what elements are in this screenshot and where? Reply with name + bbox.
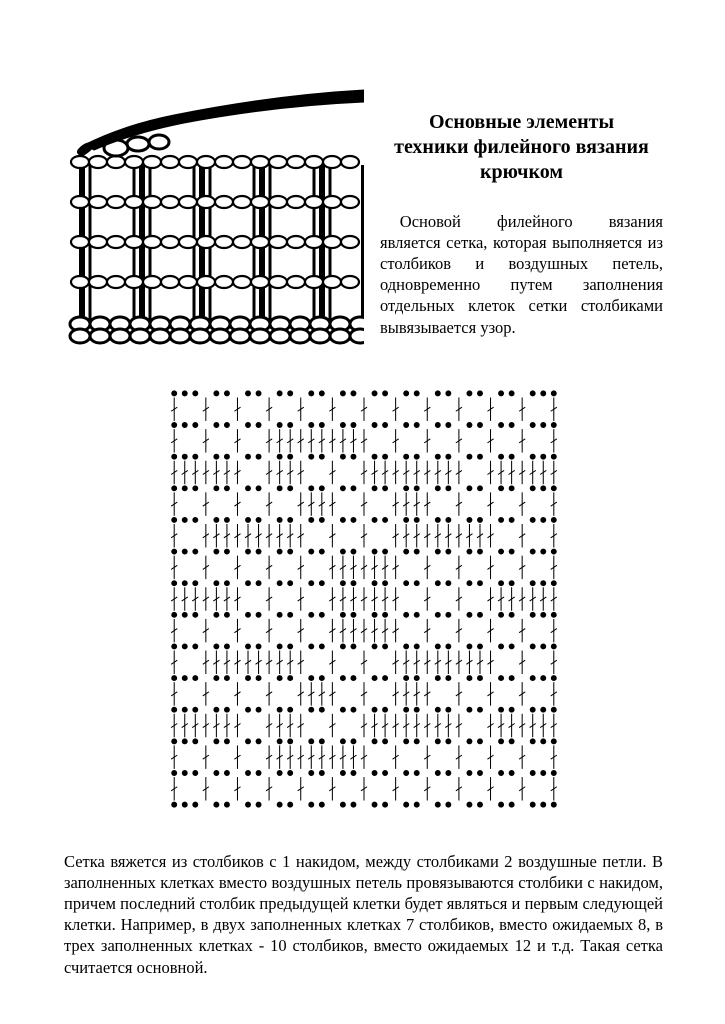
body-paragraph: Сетка вяжется из столбиков с 1 накидом, … [64, 851, 663, 978]
filet-chart [64, 383, 663, 815]
intro-paragraph: Основой филейного вязания является сетка… [380, 211, 663, 338]
page: Основные элементы техники филейного вяза… [0, 0, 725, 1024]
header-column: Основные элементы техники филейного вяза… [380, 70, 663, 338]
title-line: Основные элементы [429, 111, 614, 133]
top-row: Основные элементы техники филейного вяза… [64, 70, 663, 355]
page-title: Основные элементы техники филейного вяза… [380, 110, 663, 185]
title-line: крючком [480, 161, 563, 183]
title-line: техники филейного вязания [394, 136, 649, 158]
crochet-illustration [64, 70, 364, 355]
